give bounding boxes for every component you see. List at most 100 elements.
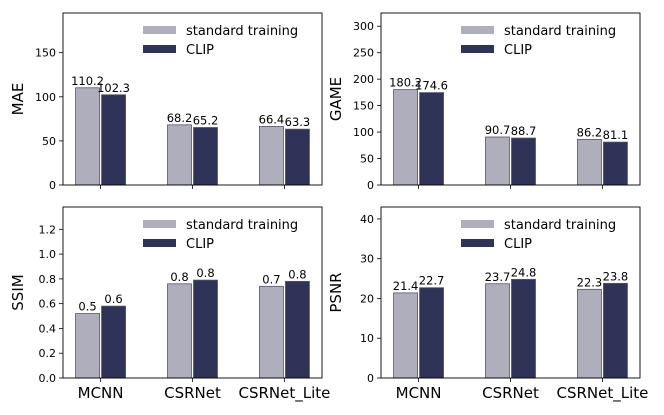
bar-clip-csrnet xyxy=(511,137,536,186)
y-axis-label: SSIM xyxy=(9,274,27,310)
legend-swatch-clip xyxy=(143,239,176,247)
bar-clip-mcnn xyxy=(419,287,444,379)
y-tick-label: 0.6 xyxy=(39,298,57,311)
legend-label: CLIP xyxy=(186,43,214,58)
category-label: CSRNet_Lite xyxy=(238,384,330,403)
y-tick-label: 0 xyxy=(367,372,374,385)
y-tick-label: 1.2 xyxy=(39,223,57,236)
y-tick-label: 20 xyxy=(360,292,374,305)
y-axis-label: MAE xyxy=(9,83,27,116)
bar-value-label: 174.6 xyxy=(415,79,448,93)
bar-value-label: 65.2 xyxy=(193,113,219,127)
y-tick-label: 150 xyxy=(353,100,374,113)
category-label: CSRNet xyxy=(482,384,539,402)
bar-value-label: 63.3 xyxy=(285,115,311,129)
bar-clip-csrnet_lite xyxy=(603,282,628,379)
axes-frame xyxy=(62,206,323,379)
bar-clip-csrnet_lite xyxy=(285,128,310,186)
y-tick-label: 0.8 xyxy=(39,273,57,286)
bar-standard-csrnet_lite xyxy=(577,138,602,186)
bar-standard-mcnn xyxy=(75,87,100,186)
bar-clip-mcnn xyxy=(419,92,444,186)
y-tick-label: 250 xyxy=(353,47,374,60)
y-tick-label: 0.0 xyxy=(39,372,57,385)
y-tick-label: 100 xyxy=(353,126,374,139)
bar-standard-csrnet_lite xyxy=(259,126,284,186)
legend-label: CLIP xyxy=(504,237,532,252)
bar-standard-csrnet xyxy=(167,124,192,186)
bar-value-label: 22.3 xyxy=(577,275,603,289)
y-tick-label: 1.0 xyxy=(39,248,57,261)
y-tick-label: 100 xyxy=(35,91,56,104)
bar-value-label: 0.8 xyxy=(288,267,306,281)
axes-frame xyxy=(62,12,323,186)
legend-swatch-standard xyxy=(461,220,494,228)
bar-value-label: 81.1 xyxy=(603,128,629,142)
bar-value-label: 23.7 xyxy=(485,270,511,284)
legend: standard training CLIP xyxy=(461,24,616,58)
legend: standard training CLIP xyxy=(143,24,298,58)
y-tick-label: 0.2 xyxy=(39,347,57,360)
y-tick-label: 150 xyxy=(35,47,56,60)
y-tick-label: 300 xyxy=(353,20,374,33)
legend: standard training CLIP xyxy=(143,218,298,252)
bar-value-label: 24.8 xyxy=(511,265,537,279)
legend-swatch-standard xyxy=(461,26,494,34)
legend-label: standard training xyxy=(504,24,616,39)
bar-value-label: 88.7 xyxy=(511,124,537,138)
legend: standard training CLIP xyxy=(461,218,616,252)
legend-label: CLIP xyxy=(186,237,214,252)
y-axis-label: GAME xyxy=(327,77,345,121)
bar-standard-csrnet xyxy=(167,283,192,379)
bar-clip-csrnet xyxy=(511,278,536,379)
y-tick-label: 50 xyxy=(42,135,56,148)
legend-swatch-standard xyxy=(143,26,176,34)
category-label: MCNN xyxy=(78,384,124,402)
legend-swatch-clip xyxy=(461,45,494,53)
bar-value-label: 86.2 xyxy=(577,125,603,139)
bar-value-label: 0.8 xyxy=(196,266,214,280)
bar-standard-mcnn xyxy=(393,89,418,186)
bar-standard-csrnet_lite xyxy=(577,288,602,379)
category-label: MCNN xyxy=(396,384,442,402)
bar-value-label: 102.3 xyxy=(97,81,130,95)
bar-value-label: 90.7 xyxy=(485,123,511,137)
category-label: CSRNet_Lite xyxy=(556,384,648,403)
y-tick-label: 30 xyxy=(360,253,374,266)
bar-clip-csrnet_lite xyxy=(285,280,310,379)
bar-standard-csrnet_lite xyxy=(259,285,284,379)
bar-value-label: 68.2 xyxy=(167,111,193,125)
bar-clip-csrnet xyxy=(193,279,218,379)
legend-swatch-standard xyxy=(143,220,176,228)
category-label: CSRNet xyxy=(164,384,221,402)
bar-clip-mcnn xyxy=(101,94,126,186)
panel-ssim: 0.5 0.6 MCNN 0.8 0.8 CSRNet 0.7 0.8 CSRNet_Lite 0… xyxy=(9,206,330,403)
bar-value-label: 0.5 xyxy=(78,300,96,314)
legend-swatch-clip xyxy=(461,239,494,247)
y-tick-label: 10 xyxy=(360,332,374,345)
legend-label: CLIP xyxy=(504,43,532,58)
bar-value-label: 110.2 xyxy=(71,74,104,88)
y-tick-label: 0.4 xyxy=(39,322,57,335)
bar-clip-csrnet_lite xyxy=(603,141,628,186)
legend-label: standard training xyxy=(186,24,298,39)
bar-value-label: 22.7 xyxy=(419,274,445,288)
y-tick-label: 0 xyxy=(49,179,56,192)
y-tick-label: 40 xyxy=(360,213,374,226)
panel-psnr: 21.4 22.7 MCNN 23.7 24.8 CSRNet 22.3 23.8 CSRNet… xyxy=(327,206,648,403)
axes-frame xyxy=(380,12,641,186)
bar-standard-csrnet xyxy=(485,136,510,186)
y-tick-label: 200 xyxy=(353,73,374,86)
legend-label: standard training xyxy=(186,218,298,233)
legend-swatch-clip xyxy=(143,45,176,53)
bar-clip-csrnet xyxy=(193,127,218,186)
bar-standard-csrnet xyxy=(485,283,510,379)
bar-standard-mcnn xyxy=(75,313,100,379)
bar-value-label: 23.8 xyxy=(603,269,629,283)
bar-value-label: 0.8 xyxy=(170,270,188,284)
legend-label: standard training xyxy=(504,218,616,233)
axes-frame xyxy=(380,206,641,379)
